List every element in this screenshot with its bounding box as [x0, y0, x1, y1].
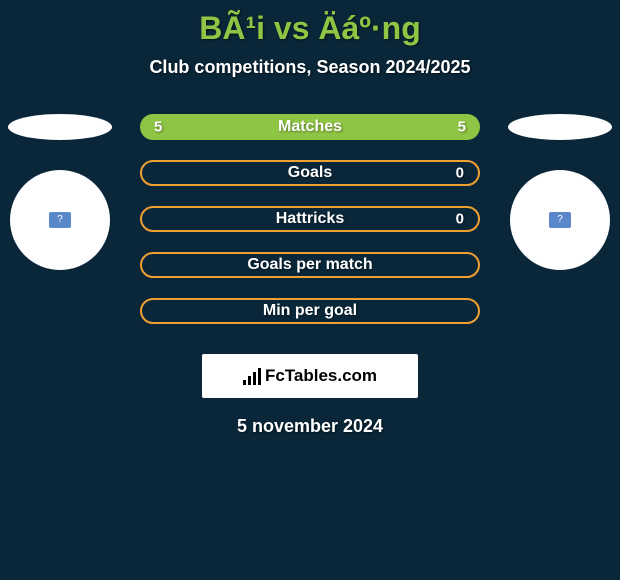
fctables-logo: FcTables.com [202, 354, 418, 398]
stat-row: Goals per match [140, 252, 480, 278]
comparison-infographic: BÃ¹i vs Äáº·ng Club competitions, Season… [0, 0, 620, 580]
stat-row-left-value: 5 [154, 119, 162, 136]
stat-row-right-value: 0 [456, 211, 464, 228]
left-name-ellipse [8, 114, 112, 140]
stat-row-label: Hattricks [276, 210, 344, 228]
content-area: ? ? Matches 5 5 Goals 0 Hattricks 0 Goals per m… [0, 114, 620, 437]
stat-row-right-value: 0 [456, 165, 464, 182]
right-name-ellipse [508, 114, 612, 140]
right-club-circle: ? [510, 170, 610, 270]
right-player-area: ? [500, 114, 620, 270]
logo-bars-icon [243, 367, 261, 385]
stat-row: Matches 5 5 [140, 114, 480, 140]
stat-row-label: Goals per match [247, 256, 372, 274]
left-club-shield-icon: ? [49, 212, 71, 228]
shield-question-mark: ? [557, 215, 563, 225]
stat-row: Goals 0 [140, 160, 480, 186]
stat-row-label: Matches [278, 118, 342, 136]
shield-question-mark: ? [57, 215, 63, 225]
date-label: 5 november 2024 [0, 416, 620, 437]
left-club-circle: ? [10, 170, 110, 270]
stat-rows: Matches 5 5 Goals 0 Hattricks 0 Goals per match… [140, 114, 480, 324]
page-subtitle: Club competitions, Season 2024/2025 [0, 57, 620, 78]
logo-text: FcTables.com [265, 366, 377, 386]
page-title: BÃ¹i vs Äáº·ng [0, 0, 620, 47]
stat-row-label: Goals [288, 164, 332, 182]
right-club-shield-icon: ? [549, 212, 571, 228]
stat-row: Hattricks 0 [140, 206, 480, 232]
stat-row-label: Min per goal [263, 302, 357, 320]
left-player-area: ? [0, 114, 120, 270]
stat-row-right-value: 5 [458, 119, 466, 136]
stat-row: Min per goal [140, 298, 480, 324]
